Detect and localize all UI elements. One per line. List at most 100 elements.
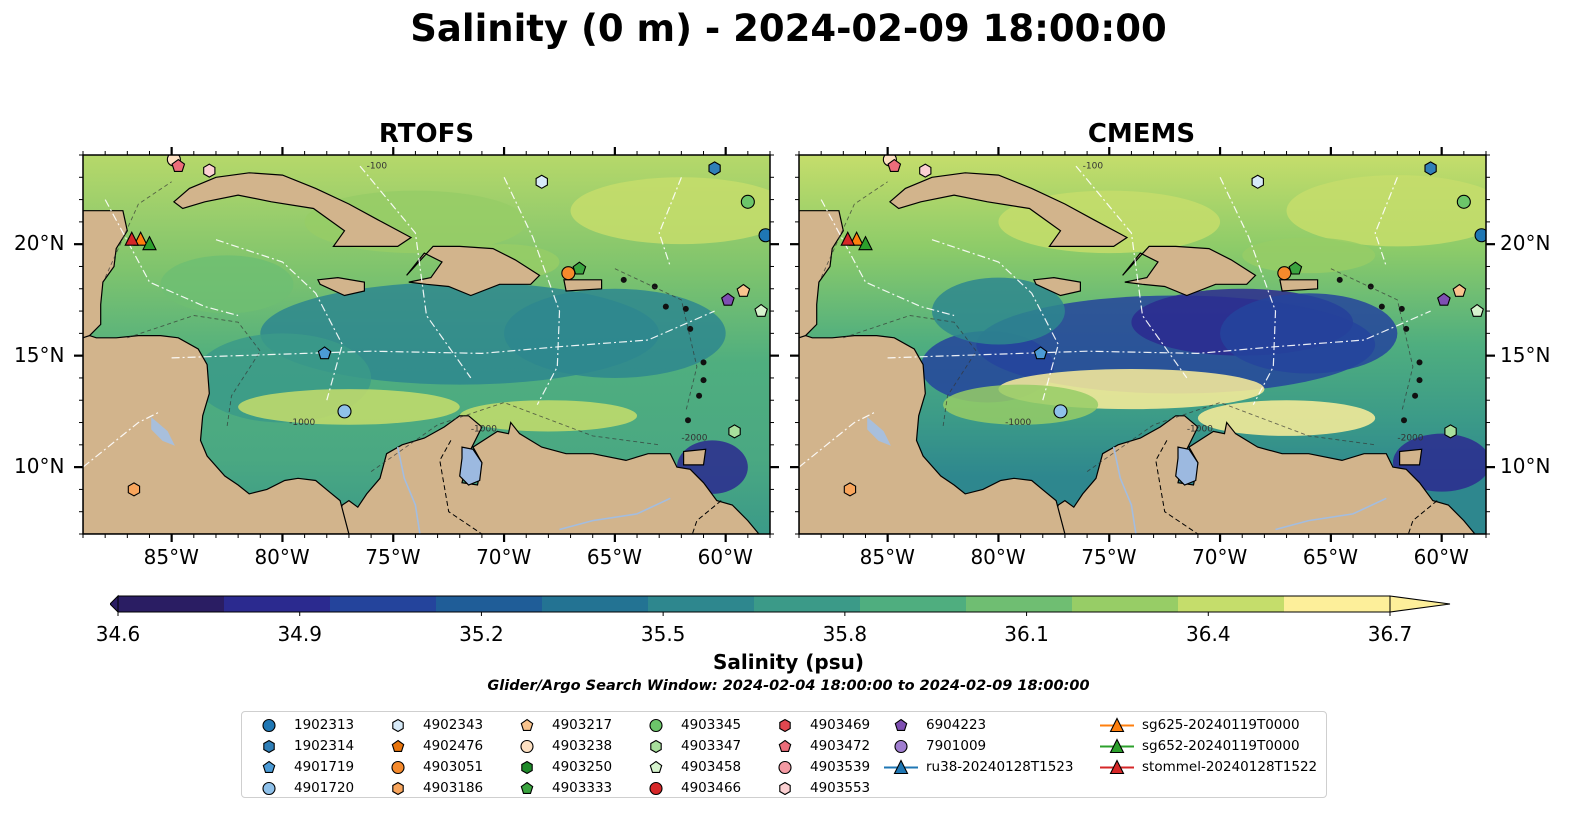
legend-label: 4902476 bbox=[423, 738, 484, 754]
map-frame bbox=[798, 154, 1487, 535]
legend-label: 4903238 bbox=[552, 738, 613, 754]
colorbar-segment bbox=[118, 596, 225, 612]
depth-contour bbox=[820, 181, 888, 278]
depth-contour bbox=[1086, 402, 1376, 472]
lesser-antilles-island bbox=[1336, 276, 1343, 283]
platform-4902343 bbox=[535, 174, 548, 189]
legend-marker bbox=[894, 739, 908, 754]
legend-hexagon-icon bbox=[650, 739, 662, 754]
lon-tick-label: 85°W bbox=[143, 545, 199, 569]
rtofs-map-canvas: -100 -1000 -1000 -2000 bbox=[83, 155, 770, 534]
colorbar-segment bbox=[1178, 596, 1285, 612]
legend-label: sg625-20240119T0000 bbox=[1142, 717, 1300, 733]
lat-tick-label: 10°N bbox=[14, 454, 65, 479]
platform-4903472 bbox=[887, 158, 902, 172]
legend-circle-icon bbox=[894, 739, 908, 754]
salinity-patch bbox=[1242, 237, 1376, 274]
depth-contour-label: -2000 bbox=[1397, 433, 1423, 443]
legend-marker bbox=[520, 781, 534, 794]
lon-tick-label: 65°W bbox=[1302, 545, 1359, 569]
country-border bbox=[1155, 440, 1199, 534]
land-cuba bbox=[172, 172, 413, 248]
depth-contour-label: -1000 bbox=[471, 424, 497, 434]
eez-boundary bbox=[931, 239, 1059, 401]
legend-marker bbox=[884, 759, 918, 775]
eez-boundary bbox=[171, 310, 715, 359]
lon-tick-label: 70°W bbox=[476, 545, 532, 569]
platform-1902314 bbox=[1424, 161, 1437, 176]
legend-label: sg652-20240119T0000 bbox=[1142, 738, 1300, 754]
colorbar-tick-label: 36.4 bbox=[1186, 622, 1231, 646]
land-pr bbox=[1279, 279, 1319, 292]
depth-contour bbox=[1330, 268, 1414, 412]
platform-4903333 bbox=[1288, 261, 1303, 275]
salinity-patch bbox=[1392, 433, 1486, 492]
colorbar-segment bbox=[542, 596, 649, 612]
legend-label: 4903458 bbox=[681, 759, 742, 775]
eez-boundary bbox=[83, 410, 161, 468]
legend-label: 4903250 bbox=[552, 759, 613, 775]
platform-4903553 bbox=[919, 163, 932, 178]
legend-marker bbox=[779, 781, 791, 796]
eez-boundary bbox=[887, 310, 1431, 359]
legend-marker bbox=[391, 760, 405, 775]
eez-boundary bbox=[1075, 165, 1188, 379]
lat-tick-label: 15°N bbox=[1500, 342, 1551, 367]
legend-label: 7901009 bbox=[926, 738, 987, 754]
cmems-map-canvas: -100 -1000 -1000 -2000 bbox=[799, 155, 1486, 534]
legend-hexagon-icon bbox=[779, 781, 791, 796]
legend-triangle-icon bbox=[1109, 738, 1125, 754]
platform-sg652-20240119T0000 bbox=[858, 235, 873, 251]
platform-4903333 bbox=[572, 261, 587, 275]
land-cuba bbox=[888, 172, 1129, 248]
legend-label: 1902314 bbox=[294, 738, 355, 754]
legend-marker bbox=[262, 718, 276, 733]
legend-circle-icon bbox=[649, 781, 663, 796]
lon-tick-label: 75°W bbox=[1081, 545, 1137, 569]
platform-4903186 bbox=[843, 482, 857, 497]
legend-label: 4903186 bbox=[423, 780, 484, 796]
country-border bbox=[691, 500, 722, 534]
legend-label: ru38-20240128T1523 bbox=[926, 759, 1074, 775]
legend-marker bbox=[894, 718, 908, 731]
eez-boundary bbox=[104, 199, 239, 317]
platform-stommel-20240128T1522 bbox=[124, 230, 140, 246]
country-border bbox=[439, 440, 483, 534]
depth-contour-label: -100 bbox=[1083, 161, 1104, 171]
platform-4901720 bbox=[1053, 404, 1068, 419]
eez-boundary bbox=[1374, 177, 1398, 267]
colorbar-extend-min bbox=[110, 594, 119, 614]
platform-4903345 bbox=[740, 194, 755, 209]
legend-label: 4903472 bbox=[810, 738, 871, 754]
lesser-antilles-island bbox=[696, 392, 703, 399]
platform-6904223 bbox=[721, 292, 735, 306]
legend-marker bbox=[392, 718, 404, 733]
colorbar-segment bbox=[754, 596, 861, 612]
river bbox=[396, 446, 421, 534]
salinity-patch bbox=[160, 255, 294, 314]
eez-boundary bbox=[820, 199, 955, 317]
legend-marker bbox=[263, 739, 275, 754]
colorbar-outline bbox=[117, 595, 1391, 613]
depth-contour bbox=[127, 315, 261, 428]
eez-boundary bbox=[658, 177, 682, 267]
legend-hexagon-icon bbox=[521, 760, 533, 775]
platform-4901719 bbox=[317, 346, 332, 360]
colorbar-segment bbox=[966, 596, 1073, 612]
legend-circle-icon bbox=[262, 781, 276, 796]
legend-triangle-icon bbox=[1109, 717, 1125, 733]
lon-tick-label: 80°W bbox=[970, 545, 1026, 569]
legend-label: 1902313 bbox=[294, 717, 355, 733]
legend-marker bbox=[520, 718, 534, 731]
depth-contour-label: -1000 bbox=[1187, 424, 1213, 434]
legend-pentagon-icon bbox=[520, 718, 534, 731]
legend-label: 4903469 bbox=[810, 717, 871, 733]
platform-stommel-20240128T1522 bbox=[840, 230, 856, 246]
salinity-patch bbox=[1286, 175, 1486, 247]
land-central bbox=[83, 332, 350, 534]
platform-4902343 bbox=[1251, 174, 1264, 189]
colorbar-segment bbox=[1072, 596, 1179, 612]
legend-circle-icon bbox=[262, 718, 276, 733]
lon-tick-label: 60°W bbox=[697, 545, 753, 569]
